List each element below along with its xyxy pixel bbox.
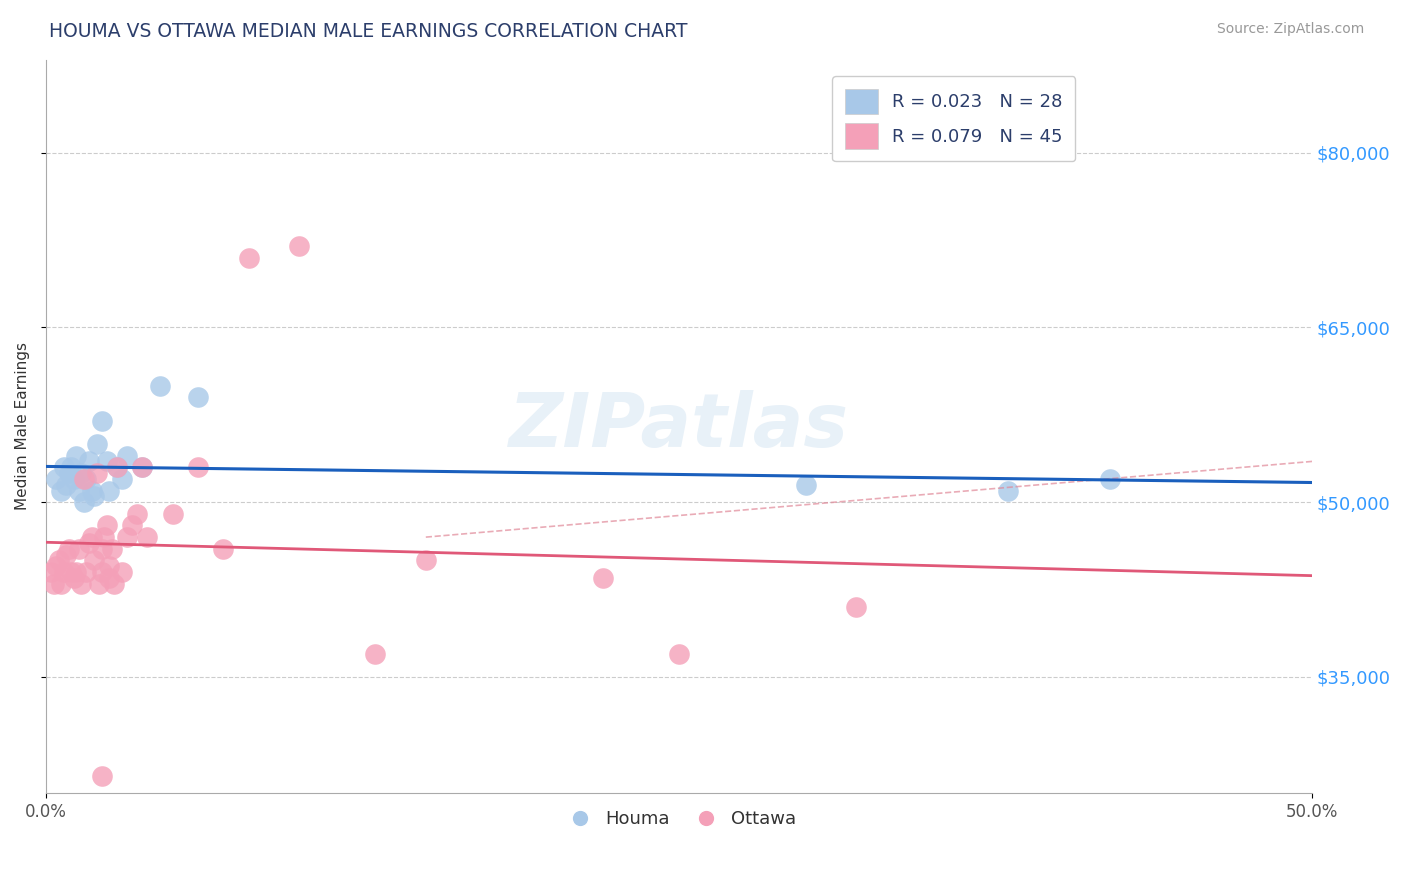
Y-axis label: Median Male Earnings: Median Male Earnings (15, 343, 30, 510)
Point (67, 541, 90, 556)
Point (845, 599, 868, 614)
Point (105, 460, 128, 475)
Point (39, 565, 62, 579)
Point (111, 472, 134, 486)
Point (98, 559, 121, 574)
Point (187, 460, 209, 475)
Legend: Houma, Ottawa: Houma, Ottawa (554, 803, 803, 836)
Point (45, 472, 67, 486)
Point (90, 769, 112, 783)
Point (131, 460, 153, 475)
Point (162, 507, 184, 521)
Point (101, 541, 124, 556)
Point (52, 565, 75, 579)
Point (103, 576, 125, 591)
Point (136, 530, 159, 544)
Point (83, 553, 105, 567)
Point (111, 565, 134, 579)
Point (45, 559, 67, 574)
Point (364, 647, 387, 661)
Point (115, 530, 138, 544)
Point (77, 536, 100, 550)
Point (42, 576, 65, 591)
Point (98, 483, 121, 498)
Point (63, 571, 86, 585)
Point (131, 460, 153, 475)
Point (794, 477, 817, 491)
Point (288, 239, 311, 253)
Point (80, 530, 103, 544)
Point (60, 460, 83, 475)
Point (238, 251, 260, 265)
Point (415, 553, 437, 567)
Point (121, 518, 143, 533)
Point (105, 460, 128, 475)
Point (86, 437, 108, 451)
Point (997, 483, 1019, 498)
Point (73, 472, 96, 486)
Point (96, 454, 118, 468)
Point (51, 576, 73, 591)
Point (58, 466, 80, 480)
Point (115, 449, 138, 463)
Text: Source: ZipAtlas.com: Source: ZipAtlas.com (1216, 22, 1364, 37)
Point (60, 565, 83, 579)
Point (76, 565, 98, 579)
Point (67, 483, 90, 498)
Point (98, 571, 121, 585)
Point (73, 495, 96, 509)
Point (592, 571, 614, 585)
Point (83, 489, 105, 503)
Point (127, 507, 149, 521)
Point (52, 460, 75, 475)
Point (55, 548, 77, 562)
Point (96, 518, 118, 533)
Point (86, 466, 108, 480)
Point (55, 477, 77, 491)
Text: ZIPatlas: ZIPatlas (509, 390, 849, 463)
Point (63, 472, 86, 486)
Point (65, 449, 87, 463)
Point (90, 414, 112, 428)
Point (48, 553, 70, 567)
Point (1098, 472, 1121, 486)
Text: HOUMA VS OTTAWA MEDIAN MALE EARNINGS CORRELATION CHART: HOUMA VS OTTAWA MEDIAN MALE EARNINGS COR… (49, 22, 688, 41)
Point (93, 530, 115, 544)
Point (90, 565, 112, 579)
Point (90, 541, 112, 556)
Point (77, 454, 100, 468)
Point (65, 565, 87, 579)
Point (212, 541, 235, 556)
Point (89, 576, 111, 591)
Point (149, 378, 172, 392)
Point (76, 472, 98, 486)
Point (668, 647, 690, 661)
Point (51, 483, 73, 498)
Point (58, 541, 80, 556)
Point (70, 576, 93, 591)
Point (80, 483, 103, 498)
Point (187, 390, 209, 404)
Point (70, 466, 93, 480)
